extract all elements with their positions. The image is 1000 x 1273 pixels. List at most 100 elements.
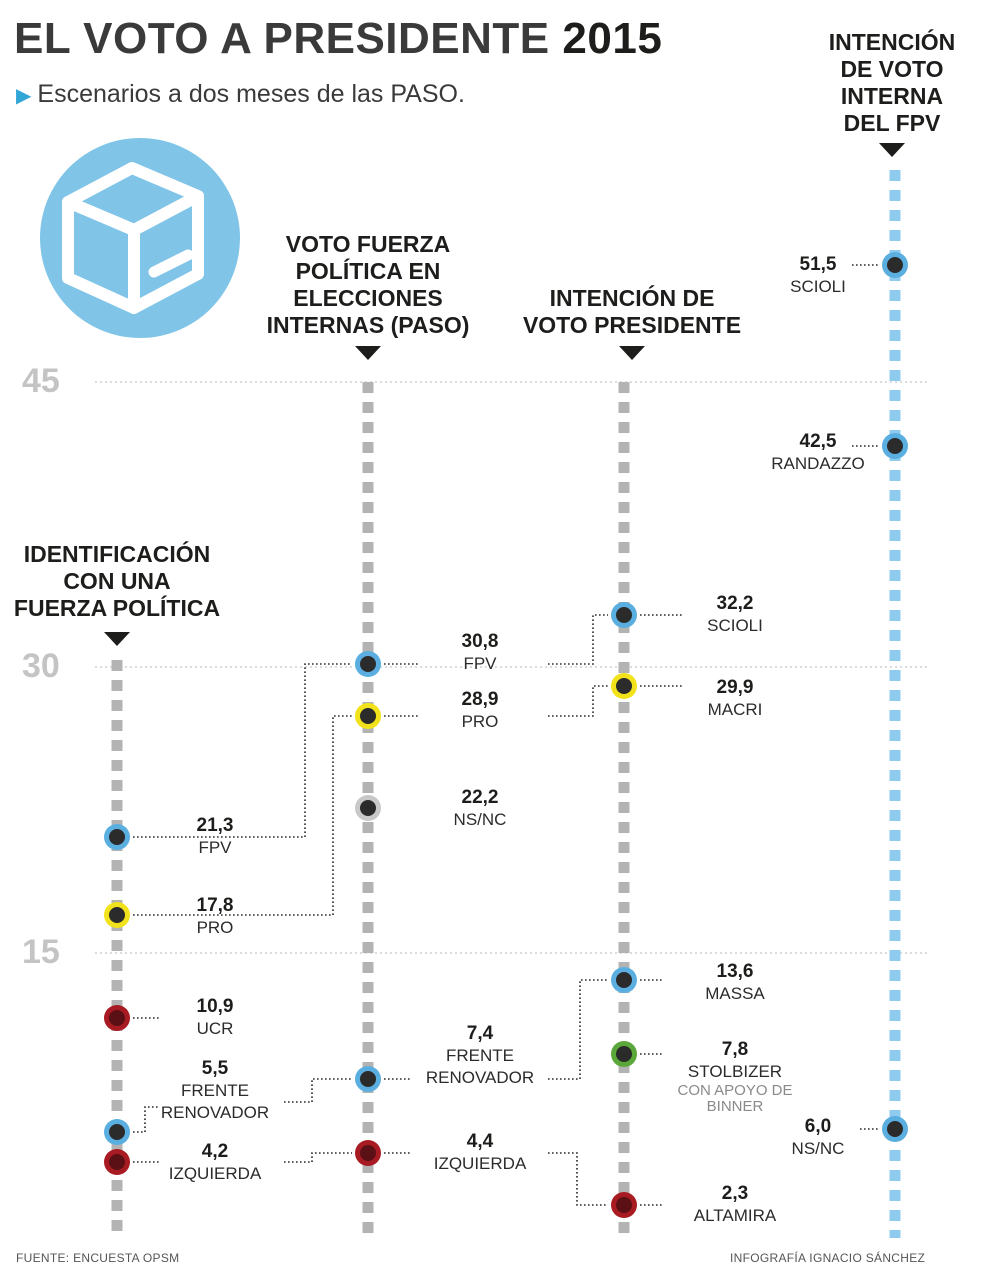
data-point xyxy=(360,656,376,672)
data-name-label: FPV xyxy=(198,838,232,857)
data-name-label: NS/NC xyxy=(791,1139,845,1158)
data-name-label: PRO xyxy=(461,712,499,731)
down-arrow-icon xyxy=(104,632,130,646)
data-label: 2,3 ALTAMIRA xyxy=(694,1182,777,1227)
data-value: 32,2 xyxy=(716,593,754,614)
y-tick-label: 30 xyxy=(22,647,60,685)
data-value: 28,9 xyxy=(461,689,499,710)
data-name-label: MASSA xyxy=(705,984,765,1003)
down-arrow-icon xyxy=(619,346,645,360)
subtitle-text: Escenarios a dos meses de las PASO. xyxy=(37,80,465,108)
footer-source: FUENTE: ENCUESTA OPSM xyxy=(16,1251,180,1265)
data-name-label: SCIOLI xyxy=(790,277,846,296)
data-label: 42,5 RANDAZZO xyxy=(771,430,865,475)
data-value: 51,5 xyxy=(799,254,837,275)
column-header-identificacion: IDENTIFICACIÓN CON UNA FUERZA POLÍTICA xyxy=(13,541,221,621)
data-name-label: UCR xyxy=(196,1019,234,1038)
data-value: 7,4 xyxy=(466,1023,494,1044)
data-label: 10,9 UCR xyxy=(197,995,234,1040)
connector-line xyxy=(284,1078,352,1103)
data-point xyxy=(360,1145,376,1161)
data-point xyxy=(109,1154,125,1170)
title-text: EL VOTO A PRESIDENTE xyxy=(14,14,550,63)
data-value: 5,5 xyxy=(201,1058,229,1079)
data-point xyxy=(360,800,376,816)
data-name-label: IZQUIERDA xyxy=(168,1164,262,1183)
column-header-interna_fpv: INTENCIÓN DE VOTO INTERNA DEL FPV xyxy=(828,29,956,136)
data-value: 10,9 xyxy=(196,996,234,1017)
data-label: 30,8 FPV xyxy=(462,630,499,675)
data-value: 29,9 xyxy=(716,677,754,698)
data-label: 5,5 FRENTE RENOVADOR xyxy=(161,1057,269,1124)
data-value: 42,5 xyxy=(799,431,837,452)
data-label: 29,9 MACRI xyxy=(708,676,763,721)
data-value: 22,2 xyxy=(461,787,499,808)
data-value: 4,2 xyxy=(201,1141,229,1162)
footer-credit: INFOGRAFÍA IGNACIO SÁNCHEZ xyxy=(730,1251,926,1265)
data-label: 22,2 NS/NC xyxy=(454,786,507,831)
data-point xyxy=(887,257,903,273)
connector-line xyxy=(548,685,608,717)
data-name-label: IZQUIERDA xyxy=(433,1154,527,1173)
data-name-label: FPV xyxy=(463,654,497,673)
data-value: 17,8 xyxy=(196,895,234,916)
data-point xyxy=(109,907,125,923)
data-name-label: ALTAMIRA xyxy=(693,1206,777,1225)
data-name-label: RANDAZZO xyxy=(771,454,865,473)
page-subtitle: ▶ Escenarios a dos meses de las PASO. xyxy=(16,80,465,109)
data-name-label: STOLBIZER xyxy=(687,1062,783,1081)
title-year: 2015 xyxy=(562,14,663,63)
data-label: 32,2 SCIOLI xyxy=(707,592,763,637)
down-arrow-icon xyxy=(355,346,381,360)
down-arrow-icon xyxy=(879,143,905,157)
data-name-label: PRO xyxy=(196,918,234,937)
connector-line xyxy=(133,663,352,838)
data-value: 13,6 xyxy=(716,961,754,982)
page-title: EL VOTO A PRESIDENTE 2015 xyxy=(14,14,662,64)
data-value: 7,8 xyxy=(721,1039,749,1060)
data-point xyxy=(616,972,632,988)
data-point xyxy=(887,1121,903,1137)
data-point xyxy=(887,438,903,454)
data-value: 21,3 xyxy=(196,815,234,836)
data-label: 4,4 IZQUIERDA xyxy=(434,1130,527,1175)
data-label: 28,9 PRO xyxy=(462,688,499,733)
data-name-label: SCIOLI xyxy=(707,616,763,635)
data-name-label: NS/NC xyxy=(453,810,507,829)
data-value: 2,3 xyxy=(721,1183,749,1204)
data-label: 6,0 NS/NC xyxy=(792,1115,845,1160)
data-name-label: FRENTE RENOVADOR xyxy=(425,1046,535,1087)
connector-line xyxy=(548,979,608,1080)
data-point xyxy=(109,1124,125,1140)
data-point xyxy=(616,678,632,694)
data-point xyxy=(616,1046,632,1062)
data-name-label: FRENTE RENOVADOR xyxy=(160,1081,270,1122)
data-label: 4,2 IZQUIERDA xyxy=(169,1140,262,1185)
data-point xyxy=(360,1071,376,1087)
connector-line xyxy=(284,1152,352,1163)
data-label: 13,6 MASSA xyxy=(705,960,765,1005)
bullet-icon: ▶ xyxy=(16,85,32,107)
data-label: 51,5 SCIOLI xyxy=(790,253,846,298)
y-tick-label: 15 xyxy=(22,933,60,971)
data-label: 21,3 FPV xyxy=(197,814,234,859)
data-sublabel: CON APOYO DE BINNER xyxy=(677,1082,793,1115)
data-label: 7,8 STOLBIZER CON APOYO DE BINNER xyxy=(677,1038,792,1115)
connector-line xyxy=(133,1106,160,1133)
data-point xyxy=(360,708,376,724)
data-name-label: MACRI xyxy=(707,700,763,719)
data-label: 17,8 PRO xyxy=(197,894,234,939)
data-value: 6,0 xyxy=(804,1116,832,1137)
data-label: 7,4 FRENTE RENOVADOR xyxy=(426,1022,534,1089)
connector-line xyxy=(548,614,608,665)
data-point xyxy=(109,829,125,845)
column-header-presidente: INTENCIÓN DE VOTO PRESIDENTE xyxy=(522,285,742,338)
data-point xyxy=(616,607,632,623)
data-value: 4,4 xyxy=(466,1131,494,1152)
data-value: 30,8 xyxy=(461,631,499,652)
data-point xyxy=(616,1197,632,1213)
data-point xyxy=(109,1010,125,1026)
